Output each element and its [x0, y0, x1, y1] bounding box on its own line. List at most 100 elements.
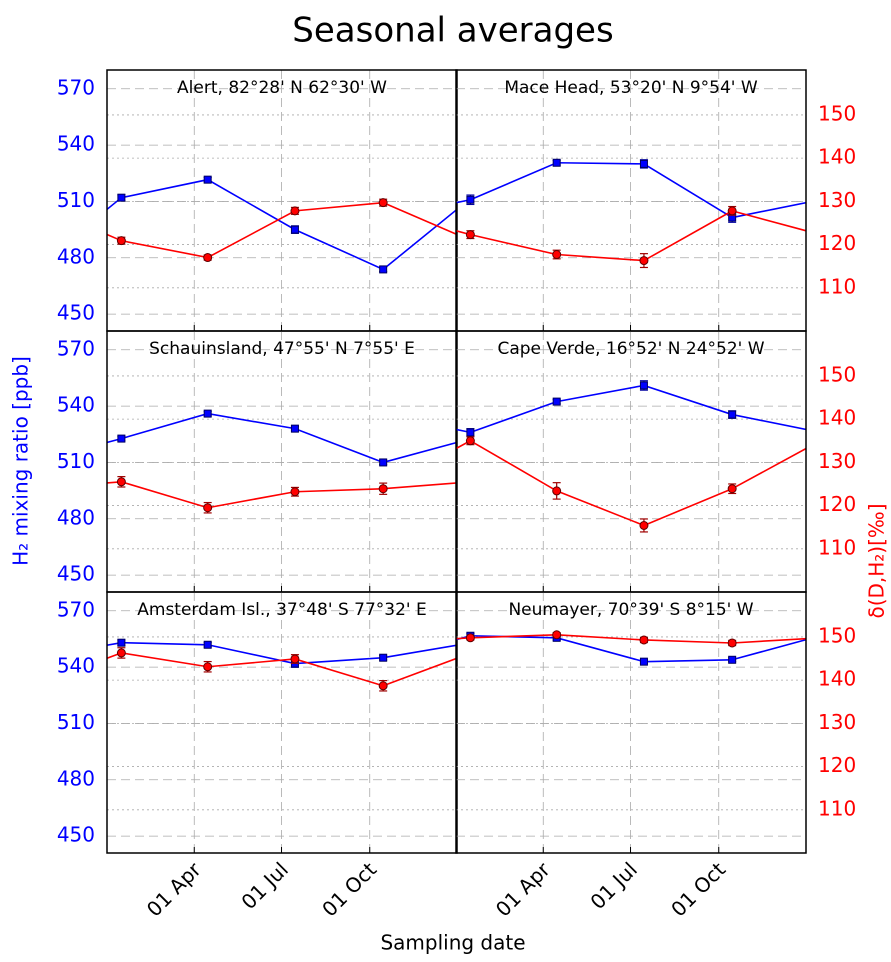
line-wrap — [731, 210, 806, 232]
panel: 110 120 130 140 150 Mace Head, 53°20' N 9°54'… — [455, 69, 856, 332]
series — [456, 161, 806, 219]
line — [470, 384, 733, 434]
marker — [728, 655, 737, 664]
panel-frame — [106, 330, 458, 593]
marker — [552, 397, 561, 406]
y2-tick-label: 150 — [818, 362, 856, 386]
x-tick-label: 01 Jul — [236, 857, 293, 914]
marker — [203, 640, 212, 649]
marker — [203, 409, 212, 418]
marker — [203, 175, 212, 184]
x-tick-label: 01 Oct — [666, 857, 730, 921]
marker — [552, 630, 562, 640]
panel: 110 120 130 140 150 Cape Verde, 16°52' N 24°5… — [455, 330, 856, 593]
marker — [116, 648, 126, 658]
panel-title: Amsterdam Isl., 37°48' S 77°32' E — [137, 600, 426, 620]
y2-tick-label: 110 — [818, 274, 856, 298]
x-tick-label: 01 Apr — [491, 857, 555, 921]
panel-frame — [455, 591, 807, 854]
series — [456, 384, 806, 434]
marker — [290, 206, 300, 216]
line — [121, 652, 384, 687]
line-wrap — [107, 481, 122, 484]
series — [107, 412, 457, 464]
y2-tick-label: 120 — [818, 231, 856, 255]
y2-tick-label: 130 — [818, 188, 856, 212]
y-tick-label: 510 — [57, 449, 95, 473]
marker — [203, 662, 213, 672]
panel: 110 120 130 140 150 01 Apr 01 Jul 01 Oct Neumaye… — [455, 591, 856, 921]
line-wrap — [382, 441, 457, 464]
series — [456, 633, 806, 644]
x-tick-label: 01 Apr — [142, 857, 206, 921]
line-wrap — [383, 482, 457, 490]
marker — [639, 256, 649, 266]
marker — [466, 195, 475, 204]
series — [107, 652, 457, 687]
y2-tick-label: 110 — [818, 535, 856, 559]
marker — [639, 635, 649, 645]
marker — [117, 638, 126, 647]
panel-title: Mace Head, 53°20' N 9°54' W — [504, 78, 758, 98]
y-tick-label: 540 — [57, 393, 95, 417]
marker — [290, 654, 300, 664]
line — [121, 481, 384, 509]
marker — [378, 484, 388, 494]
y-tick-label: 450 — [57, 823, 95, 847]
marker — [290, 487, 300, 497]
marker — [727, 206, 737, 216]
marker — [552, 250, 562, 260]
panel-frame — [455, 330, 807, 593]
y-tick-label: 570 — [57, 597, 95, 621]
line — [469, 440, 733, 527]
marker — [639, 381, 648, 390]
series — [456, 210, 806, 262]
y-tick-label: 480 — [57, 766, 95, 790]
panel-frame — [106, 591, 458, 854]
panel-title: Cape Verde, 16°52' N 24°52' W — [497, 339, 764, 359]
panel-title: Alert, 82°28' N 62°30' W — [177, 78, 387, 98]
marker — [552, 158, 561, 167]
marker — [379, 265, 388, 274]
marker — [552, 486, 562, 496]
y2-tick-label: 140 — [818, 145, 856, 169]
x-tick-label: 01 Oct — [317, 857, 381, 921]
marker — [728, 410, 737, 419]
panel-title: Schauinsland, 47°55' N 7°55' E — [149, 339, 415, 359]
panel: 450 480 510 540 570 Schauinsland, 47°55' N 7°… — [57, 330, 458, 593]
line — [470, 161, 733, 219]
line — [470, 634, 733, 663]
x-axis-label: Sampling date — [380, 931, 525, 955]
y2-axis-label: δ(D,H₂)[‰] — [865, 503, 889, 618]
line — [470, 633, 733, 644]
y-tick-label: 570 — [57, 75, 95, 99]
marker — [117, 434, 126, 443]
line-wrap — [732, 637, 806, 644]
series — [107, 641, 457, 665]
line-wrap — [732, 413, 806, 431]
y2-tick-label: 120 — [818, 492, 856, 516]
series — [456, 634, 806, 663]
marker — [465, 633, 475, 643]
line — [121, 412, 384, 464]
line — [470, 210, 733, 262]
y-tick-label: 540 — [57, 654, 95, 678]
panel: 450 480 510 540 570 01 Apr 01 Jul 01 Oct Amsterd… — [57, 591, 458, 921]
figure-title: Seasonal averages — [292, 11, 613, 51]
marker — [465, 436, 475, 446]
line — [121, 201, 384, 259]
x-tick-label: 01 Jul — [585, 857, 642, 914]
panel: 450 480 510 540 570 Alert, 82°28' N 62°30' W — [57, 69, 458, 332]
y2-tick-label: 140 — [818, 406, 856, 430]
marker — [116, 477, 126, 487]
y2-tick-label: 150 — [818, 101, 856, 125]
line — [121, 178, 384, 271]
line — [121, 641, 384, 665]
marker — [727, 638, 737, 648]
panel-frame — [106, 69, 458, 332]
marker — [465, 230, 475, 240]
y-tick-label: 450 — [57, 301, 95, 325]
marker — [378, 198, 388, 208]
